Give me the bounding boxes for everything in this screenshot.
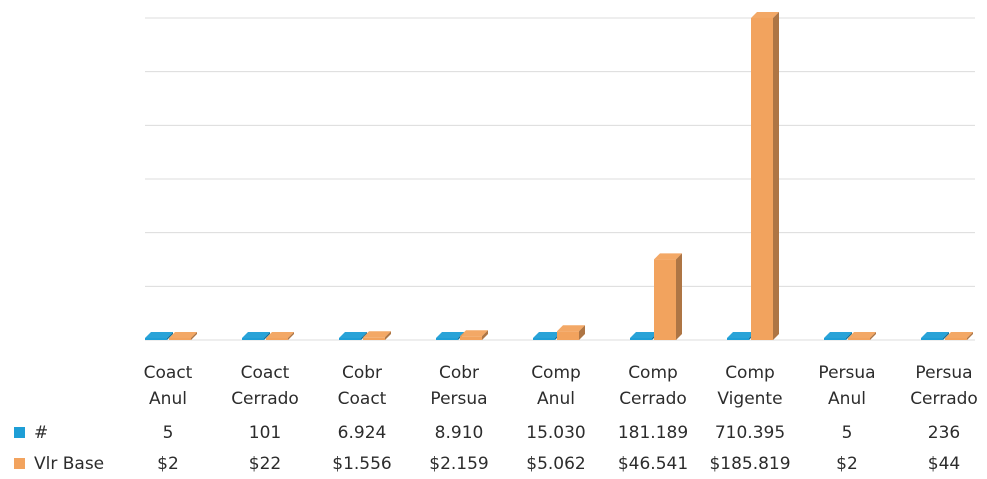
table-cell-count: 8.910 xyxy=(435,423,484,443)
table-cell-vlr-base: $44 xyxy=(928,454,960,474)
bar-vlr-base xyxy=(266,332,294,340)
bar-vlr-base xyxy=(654,253,682,340)
bar-count xyxy=(339,332,367,340)
table-cell-vlr-base: $46.541 xyxy=(618,454,688,474)
bar-count xyxy=(533,332,561,340)
category-label: Vigente xyxy=(717,389,782,409)
bar-vlr-base xyxy=(363,331,391,340)
category-label: Anul xyxy=(149,389,187,409)
category-label: Persua xyxy=(818,363,875,383)
category-label: Cerrado xyxy=(910,389,978,409)
bars xyxy=(145,12,973,340)
category-label: Cerrado xyxy=(231,389,299,409)
category-label: Comp xyxy=(725,363,775,383)
table-cell-count: 181.189 xyxy=(618,423,688,443)
category-labels: Coact Anul Coact Cerrado Cobr Coact Cobr Persua… xyxy=(144,363,978,409)
bar-vlr-base xyxy=(848,332,876,340)
category-label: Cobr xyxy=(439,363,479,383)
table-cell-vlr-base: $2 xyxy=(157,454,179,474)
table-cell-vlr-base: $1.556 xyxy=(332,454,391,474)
legend-label: Vlr Base xyxy=(34,454,104,474)
bar-count xyxy=(436,332,464,340)
table-cell-vlr-base: $2.159 xyxy=(429,454,488,474)
legend-swatch xyxy=(14,427,25,438)
table-cell-vlr-base: $185.819 xyxy=(709,454,790,474)
bar-count xyxy=(145,332,173,340)
table-cell-count: 101 xyxy=(249,423,281,443)
bar-count xyxy=(630,332,658,340)
bar-vlr-base xyxy=(945,332,973,340)
legend-swatch xyxy=(14,458,25,469)
bar-vlr-base xyxy=(169,332,197,340)
category-label: Comp xyxy=(628,363,678,383)
data-table: 5 $2 101 $22 6.924 $1.556 8.910 $2.159 15.030 $5.… xyxy=(14,423,960,474)
category-label: Cobr xyxy=(342,363,382,383)
table-cell-count: 710.395 xyxy=(715,423,785,443)
bar-count xyxy=(921,332,949,340)
category-label: Coact xyxy=(241,363,290,383)
gridlines xyxy=(145,17,975,341)
category-label: Anul xyxy=(537,389,575,409)
table-cell-vlr-base: $22 xyxy=(249,454,281,474)
table-cell-vlr-base: $5.062 xyxy=(526,454,585,474)
table-cell-count: 15.030 xyxy=(526,423,585,443)
category-label: Coact xyxy=(338,389,387,409)
table-cell-count: 6.924 xyxy=(338,423,387,443)
legend-label: # xyxy=(34,423,48,443)
category-label: Anul xyxy=(828,389,866,409)
bar-count xyxy=(824,332,852,340)
bar-vlr-base xyxy=(751,12,779,340)
table-cell-count: 5 xyxy=(163,423,174,443)
category-label: Coact xyxy=(144,363,193,383)
bar-count xyxy=(727,332,755,340)
bar-vlr-base xyxy=(460,330,488,340)
bar-count xyxy=(242,332,270,340)
category-label: Comp xyxy=(531,363,581,383)
category-label: Persua xyxy=(915,363,972,383)
table-cell-count: 236 xyxy=(928,423,960,443)
table-cell-vlr-base: $2 xyxy=(836,454,858,474)
category-label: Persua xyxy=(430,389,487,409)
bar-vlr-base xyxy=(557,325,585,340)
category-label: Cerrado xyxy=(619,389,687,409)
table-cell-count: 5 xyxy=(842,423,853,443)
